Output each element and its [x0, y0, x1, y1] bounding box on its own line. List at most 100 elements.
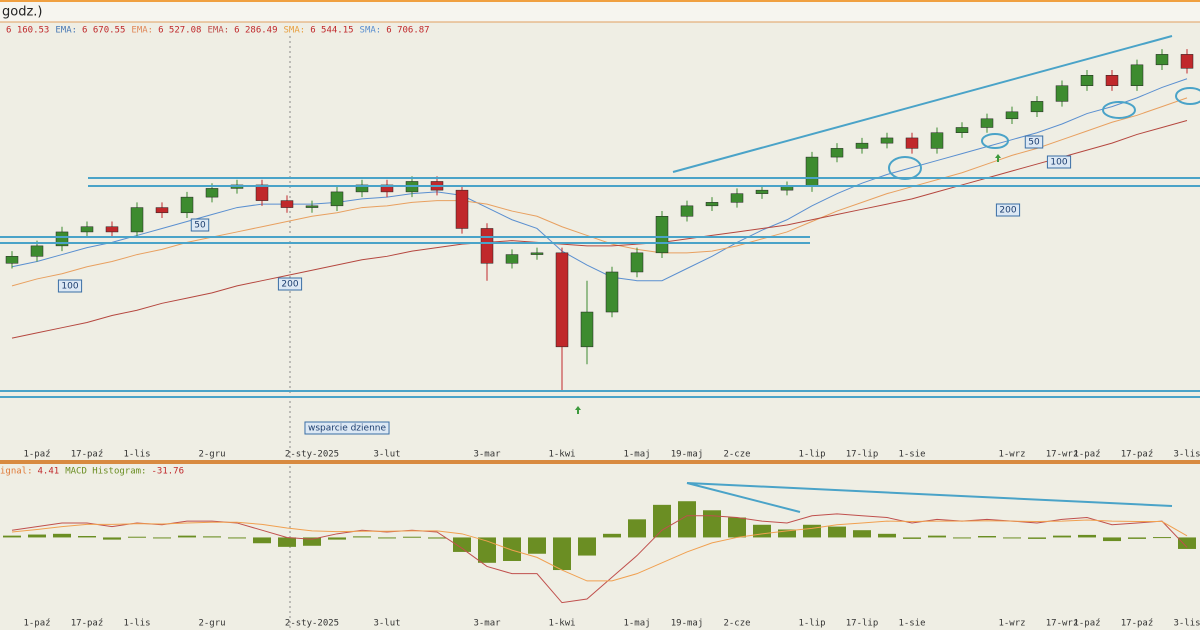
histogram-bar [603, 533, 621, 538]
histogram-bar [28, 534, 46, 538]
arrows [575, 154, 1001, 414]
legend-label: MACD Histogram: [65, 467, 146, 477]
moving-average [11, 120, 1188, 339]
up-arrow [995, 154, 1001, 162]
candle-body [930, 132, 944, 149]
x-tick-label: 17-paź [71, 450, 104, 460]
candle-body [1105, 75, 1119, 86]
macd-line [11, 513, 1188, 604]
histogram-bar [953, 537, 971, 539]
histogram-bar [3, 535, 21, 538]
legend-label: SMA: [284, 26, 306, 36]
histogram-bar [1103, 537, 1121, 542]
candle-body [655, 216, 669, 254]
candle-body [255, 184, 269, 201]
trend-line [686, 482, 1173, 507]
x-tick-label: 17-wrz [1046, 619, 1079, 629]
histogram-bar [253, 537, 271, 544]
candle-body [980, 118, 994, 128]
up-arrow [575, 406, 581, 414]
annotation: 100 [1050, 158, 1067, 168]
annotation: 200 [281, 280, 298, 290]
top-border [0, 0, 1200, 2]
candle-body [1180, 54, 1194, 69]
x-tick-label: 1-lip [798, 450, 825, 460]
candle-body [330, 191, 344, 207]
drawings [0, 35, 1200, 513]
x-tick-label: 19-maj [671, 450, 704, 460]
x-tick-label: 1-sie [898, 450, 925, 460]
histogram-bar [378, 537, 396, 539]
candle-body [905, 137, 919, 149]
candle-body [280, 200, 294, 208]
candle-body [105, 226, 119, 233]
histogram-bar [1128, 537, 1146, 539]
legend-label: ignal: [0, 467, 33, 477]
annotation-box [304, 421, 390, 435]
candle-body [805, 156, 819, 187]
x-tick-label: 17-lip [846, 619, 879, 629]
macd-plot: ignal: 4.41 MACD Histogram: -31.76 [0, 467, 1196, 604]
candle-body [1030, 101, 1044, 113]
annotation: 50 [194, 221, 206, 231]
x-tick-label: 17-paź [1121, 450, 1154, 460]
candle-body [955, 127, 969, 133]
legend: 6 160.53 EMA: 6 670.55 EMA: 6 527.08 EMA: 6 28… [6, 26, 430, 36]
x-tick-label: 2-gru [198, 450, 225, 460]
x-tick-label: 3-mar [473, 619, 501, 629]
histogram-bar [753, 524, 771, 538]
histogram-bar [553, 537, 571, 571]
x-tick-label: 1-lis [123, 619, 150, 629]
histogram-bar [978, 535, 996, 538]
candle-body [730, 193, 744, 203]
legend-label: SMA: [360, 26, 382, 36]
candle-body [830, 148, 844, 158]
x-tick-label: 1-paź [23, 450, 50, 460]
moving-average [11, 78, 1188, 282]
annotation-box [57, 279, 83, 293]
candle-body [205, 188, 219, 198]
candle-body [580, 311, 594, 348]
histogram-bar [53, 533, 71, 538]
highlight-circle [1102, 101, 1136, 119]
histogram-bar [128, 536, 146, 538]
candle-body [855, 142, 869, 149]
candle-body [30, 245, 44, 257]
moving-average [11, 97, 1188, 287]
legend-value: 6 544.15 [310, 26, 353, 36]
histogram-bar [353, 536, 371, 538]
title-bar [0, 2, 1200, 22]
candle-body [1005, 111, 1019, 120]
x-tick-label: 2-cze [723, 450, 750, 460]
candle-body [455, 189, 469, 229]
histogram-bar [653, 504, 671, 538]
annotation-box [277, 277, 303, 291]
histogram-bar [1053, 535, 1071, 538]
histogram-bar [303, 537, 321, 546]
x-tick-label: 2-sty-2025 [285, 450, 339, 460]
candle-body [705, 202, 719, 207]
annotation: 100 [61, 282, 78, 292]
histogram-bar [328, 537, 346, 540]
x-tick-label: 1-maj [623, 450, 650, 460]
histogram-bar [528, 537, 546, 554]
histogram-bar [203, 536, 221, 538]
histogram-bar [828, 526, 846, 538]
legend-label: EMA: [207, 26, 229, 36]
panel-divider [0, 460, 1200, 464]
histogram-bar [153, 537, 171, 539]
legend-value: 6 286.49 [234, 26, 277, 36]
x-tick-label: 17-lip [846, 450, 879, 460]
x-tick-label: 1-sie [898, 619, 925, 629]
x-tick-label: 3-lis [1173, 619, 1200, 629]
x-tick-label: 1-paź [1073, 619, 1100, 629]
x-tick-label: 3-lut [373, 619, 400, 629]
annotations: 50 100 200 wsparcie dzienne 50 100 200 [57, 135, 1072, 435]
annotation-box [1046, 155, 1072, 169]
candle-body [305, 205, 319, 208]
candle-body [1055, 85, 1069, 102]
annotation: wsparcie dzienne [308, 424, 387, 434]
x-tick-label: 17-paź [71, 619, 104, 629]
